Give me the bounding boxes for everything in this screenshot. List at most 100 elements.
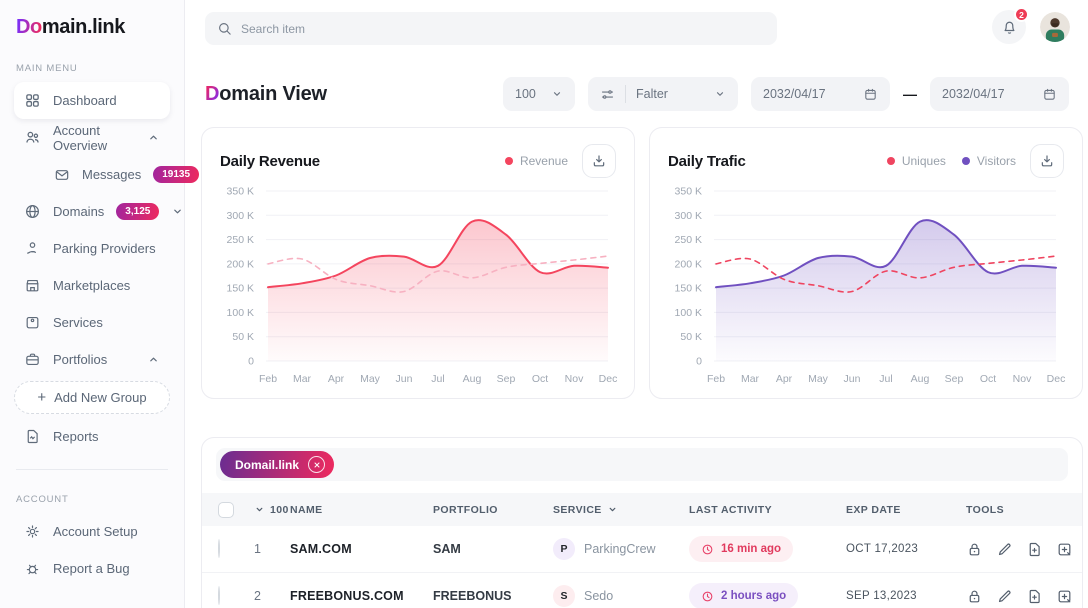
- svg-text:200 K: 200 K: [675, 258, 702, 270]
- sidebar-item-label: Messages: [82, 167, 142, 182]
- legend-item-revenue[interactable]: Revenue: [504, 154, 568, 168]
- add-note-button[interactable]: [1026, 588, 1043, 605]
- domain-name[interactable]: FREEBONUS.COM: [290, 589, 404, 603]
- exp-date: SEP 13,2023: [846, 590, 917, 602]
- table-row: 2 FREEBONUS.COM FREEBONUS S Sedo 2 hours…: [202, 573, 1082, 608]
- svg-text:300 K: 300 K: [227, 210, 254, 222]
- sidebar-item-label: Marketplaces: [53, 278, 131, 293]
- sidebar-item-portfolios[interactable]: Portfolios: [14, 341, 170, 378]
- sidebar-item-dashboard[interactable]: Dashboard: [14, 82, 170, 119]
- service-initial-badge: P: [553, 538, 575, 560]
- sidebar-divider: [16, 469, 168, 470]
- svg-text:Nov: Nov: [565, 373, 584, 385]
- svg-text:Sep: Sep: [497, 373, 516, 385]
- last-activity-pill: 2 hours ago: [689, 583, 799, 608]
- sidebar-item-report-bug[interactable]: Report a Bug: [14, 550, 170, 587]
- bug-icon: [26, 564, 39, 575]
- legend-item-visitors[interactable]: Visitors: [961, 154, 1016, 168]
- svg-text:0: 0: [248, 356, 254, 368]
- service-cell: S Sedo: [553, 585, 689, 607]
- service-name: ParkingCrew: [584, 542, 656, 556]
- row-checkbox[interactable]: [218, 586, 220, 605]
- file-export-icon: [1058, 543, 1071, 555]
- edit-button[interactable]: [996, 588, 1013, 605]
- legend-dot: [504, 157, 513, 165]
- download-chart-button[interactable]: [582, 144, 616, 178]
- search-bar[interactable]: [205, 12, 777, 45]
- svg-text:Jun: Jun: [396, 373, 413, 385]
- daily-revenue-card: Daily Revenue Revenue 350 K 300 K 250 K 200…: [201, 127, 635, 399]
- svg-text:Aug: Aug: [911, 373, 930, 385]
- page-title: Domain View: [205, 83, 327, 106]
- date-from-picker[interactable]: 2032/04/17: [751, 77, 890, 111]
- export-button[interactable]: [1056, 541, 1073, 558]
- sidebar-item-reports[interactable]: Reports: [14, 418, 170, 455]
- page-size-select[interactable]: 100: [503, 77, 575, 111]
- table-header-row: 100 NAME PORTFOLIO SERVICE LAST ACTIVITY…: [202, 493, 1082, 526]
- clock-icon: [702, 591, 713, 601]
- row-checkbox[interactable]: [218, 539, 220, 558]
- svg-text:Dec: Dec: [599, 373, 618, 385]
- page-title-text: omain View: [219, 83, 327, 105]
- avatar-image: [1040, 12, 1070, 42]
- column-portfolio[interactable]: PORTFOLIO: [433, 503, 498, 516]
- main-menu-label: MAIN MENU: [16, 63, 78, 74]
- sidebar-item-label: Dashboard: [53, 93, 117, 108]
- lock-button[interactable]: [966, 588, 983, 605]
- search-input[interactable]: [241, 21, 765, 36]
- notification-count-badge: 2: [1014, 7, 1029, 22]
- column-service[interactable]: SERVICE: [553, 504, 689, 516]
- notifications-button[interactable]: 2: [992, 7, 1029, 44]
- svg-text:150 K: 150 K: [227, 283, 254, 295]
- filter-select[interactable]: Falter: [588, 77, 738, 111]
- divider: [625, 85, 626, 103]
- file-export-icon: [1058, 590, 1071, 602]
- sidebar-item-label: Account Setup: [53, 524, 138, 539]
- parking-hand-icon: [27, 242, 36, 254]
- filter-chip-domail-link[interactable]: Domail.link: [220, 451, 335, 478]
- date-range-separator: —: [903, 86, 917, 102]
- sidebar-item-account-overview[interactable]: Account Overview: [14, 119, 170, 156]
- sidebar-item-label: Account Overview: [53, 122, 108, 153]
- chevron-down-icon: [174, 209, 182, 214]
- sidebar-item-label: Report a Bug: [53, 561, 130, 576]
- edit-button[interactable]: [996, 541, 1013, 558]
- domain-name[interactable]: SAM.COM: [290, 542, 352, 556]
- svg-text:Sep: Sep: [945, 373, 964, 385]
- last-activity-pill: 16 min ago: [689, 536, 794, 562]
- column-last-activity[interactable]: LAST ACTIVITY: [689, 503, 772, 516]
- download-chart-button[interactable]: [1030, 144, 1064, 178]
- lock-button[interactable]: [966, 541, 983, 558]
- sidebar-item-messages[interactable]: Messages 19135: [14, 156, 200, 193]
- legend-item-uniques[interactable]: Uniques: [886, 154, 946, 168]
- chart-title: Daily Trafic: [668, 152, 746, 170]
- account-section-label: ACCOUNT: [16, 494, 69, 505]
- brand-logo[interactable]: Do main.link: [14, 16, 170, 39]
- sidebar-item-domains[interactable]: Domains 3,125: [14, 193, 182, 230]
- sidebar-item-marketplaces[interactable]: Marketplaces: [14, 267, 170, 304]
- svg-text:100 K: 100 K: [675, 307, 702, 319]
- page-size-value: 100: [515, 87, 536, 101]
- add-new-group-button[interactable]: + Add New Group: [14, 381, 170, 414]
- select-all-checkbox[interactable]: [218, 501, 234, 518]
- date-to-picker[interactable]: 2032/04/17: [930, 77, 1069, 111]
- export-button[interactable]: [1056, 588, 1073, 605]
- add-note-button[interactable]: [1026, 541, 1043, 558]
- remove-filter-button[interactable]: [308, 456, 326, 473]
- sidebar-item-account-setup[interactable]: Account Setup: [14, 513, 170, 550]
- svg-text:200 K: 200 K: [227, 258, 254, 270]
- svg-text:150 K: 150 K: [675, 283, 702, 295]
- column-count: 100: [270, 503, 289, 516]
- sort-chevron-icon[interactable]: [254, 504, 265, 515]
- column-exp-date[interactable]: EXP DATE: [846, 503, 901, 516]
- people-icon: [26, 131, 39, 143]
- filter-toolbar: 100 Falter 2032/04/17 — 2032/04/17: [503, 77, 1069, 111]
- user-avatar[interactable]: [1040, 12, 1070, 42]
- sidebar-item-label: Domains: [53, 204, 105, 219]
- portfolio-name: SAM: [433, 542, 461, 556]
- column-name[interactable]: NAME: [290, 503, 323, 516]
- sidebar-item-services[interactable]: Services: [14, 304, 170, 341]
- sidebar-item-parking-providers[interactable]: Parking Providers: [14, 230, 170, 267]
- sidebar-item-label: Reports: [53, 429, 99, 444]
- add-new-group-label: Add New Group: [54, 390, 147, 405]
